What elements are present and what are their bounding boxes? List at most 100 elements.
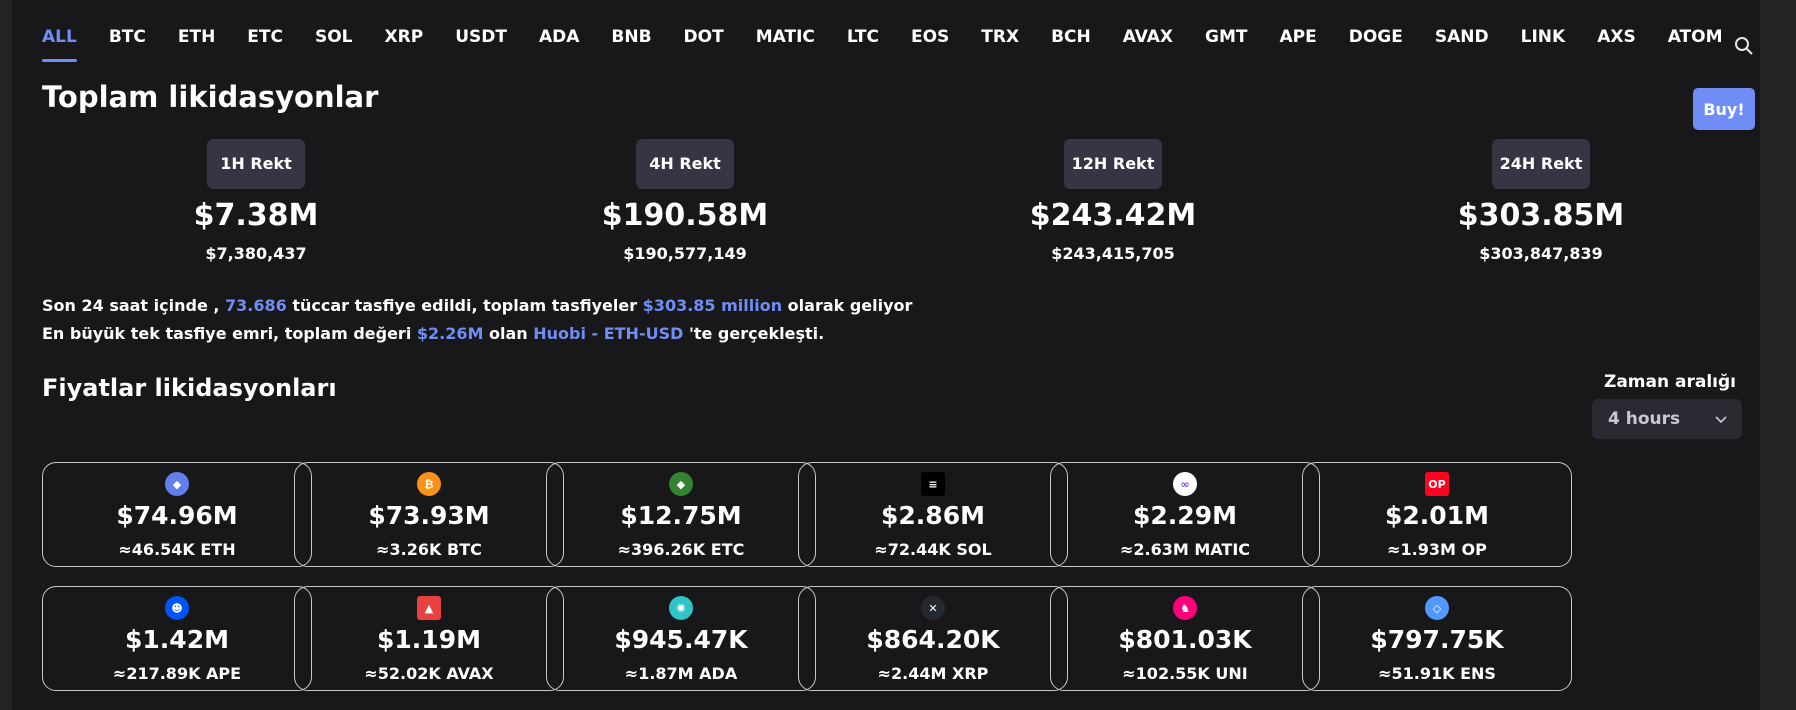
tab-btc[interactable]: BTC	[108, 27, 146, 47]
coin-amount: ≈2.44M XRP	[877, 664, 989, 683]
largest-order-exchange[interactable]: Huobi - ETH-USD	[533, 324, 684, 343]
etc-icon: ◆	[669, 472, 693, 496]
tab-bnb[interactable]: BNB	[611, 27, 652, 47]
rekt-12h-badge[interactable]: 12H Rekt	[1064, 139, 1162, 189]
coin-usd-value: $797.75K	[1370, 625, 1504, 654]
rekt-4h-exact: $190,577,149	[623, 244, 747, 263]
tab-bch[interactable]: BCH	[1051, 27, 1091, 47]
rekt-1h: 1H Rekt $7.38M $7,380,437	[126, 139, 386, 263]
coin-usd-value: $2.86M	[881, 501, 985, 530]
ada-icon: ✺	[669, 596, 693, 620]
rekt-1h-badge[interactable]: 1H Rekt	[207, 139, 305, 189]
coin-usd-value: $864.20K	[866, 625, 1000, 654]
search-icon[interactable]	[1734, 36, 1754, 56]
summary-text: tüccar tasfiye edildi, toplam tasfiyeler	[286, 296, 643, 315]
tab-etc[interactable]: ETC	[247, 27, 283, 47]
coin-card[interactable]: ▲ $1.19M ≈52.02K AVAX	[294, 586, 564, 691]
ape-icon: ☻	[165, 596, 189, 620]
summary-text: Son 24 saat içinde ,	[42, 296, 226, 315]
tab-eos[interactable]: EOS	[910, 27, 950, 47]
coin-amount: ≈217.89K APE	[112, 664, 242, 683]
coin-card[interactable]: ✕ $864.20K ≈2.44M XRP	[798, 586, 1068, 691]
tab-dot[interactable]: DOT	[683, 27, 724, 47]
coin-amount: ≈46.54K ETH	[118, 540, 236, 559]
tab-trx[interactable]: TRX	[981, 27, 1020, 47]
uni-icon: ♞	[1173, 596, 1197, 620]
coin-card[interactable]: ∞ $2.29M ≈2.63M MATIC	[1050, 462, 1320, 567]
coin-card[interactable]: ☻ $1.42M ≈217.89K APE	[42, 586, 312, 691]
coin-card[interactable]: ₿ $73.93M ≈3.26K BTC	[294, 462, 564, 567]
coin-tabs: ALL BTC ETH ETC SOL XRP USDT ADA BNB DOT MATIC LTC E…	[42, 26, 1722, 62]
buy-button[interactable]: Buy!	[1693, 88, 1755, 130]
coin-usd-value: $74.96M	[116, 501, 238, 530]
coin-card[interactable]: ♞ $801.03K ≈102.55K UNI	[1050, 586, 1320, 691]
time-range-value: 4 hours	[1608, 409, 1681, 429]
tab-ape[interactable]: APE	[1279, 27, 1317, 47]
rekt-24h-badge[interactable]: 24H Rekt	[1492, 139, 1590, 189]
rekt-12h-value: $243.42M	[1029, 198, 1197, 233]
coin-amount: ≈72.44K SOL	[874, 540, 992, 559]
rekt-24h-exact: $303,847,839	[1479, 244, 1603, 263]
xrp-icon: ✕	[921, 596, 945, 620]
total-liquidation: $303.85 million	[642, 296, 783, 315]
coin-usd-value: $1.42M	[125, 625, 229, 654]
tab-doge[interactable]: DOGE	[1348, 27, 1403, 47]
summary-line-2: En büyük tek tasfiye emri, toplam değeri…	[42, 320, 912, 348]
main-panel: ALL BTC ETH ETC SOL XRP USDT ADA BNB DOT MATIC LTC E…	[12, 0, 1760, 710]
tab-all[interactable]: ALL	[42, 26, 77, 62]
summary-line-1: Son 24 saat içinde , 73.686 tüccar tasfi…	[42, 292, 912, 320]
tab-atom[interactable]: ATOM	[1667, 27, 1722, 47]
liquidation-summary: Son 24 saat içinde , 73.686 tüccar tasfi…	[42, 292, 912, 348]
tab-axs[interactable]: AXS	[1597, 27, 1636, 47]
tab-xrp[interactable]: XRP	[384, 27, 424, 47]
coin-card[interactable]: ≡ $2.86M ≈72.44K SOL	[798, 462, 1068, 567]
rekt-1h-value: $7.38M	[193, 198, 319, 233]
tab-sol[interactable]: SOL	[314, 27, 353, 47]
avax-icon: ▲	[417, 596, 441, 620]
largest-order-value: $2.26M	[416, 324, 484, 343]
rekt-4h: 4H Rekt $190.58M $190,577,149	[555, 139, 815, 263]
tab-sand[interactable]: SAND	[1434, 27, 1489, 47]
coin-amount: ≈51.91K ENS	[1378, 664, 1496, 683]
tab-matic[interactable]: MATIC	[755, 27, 815, 47]
tab-gmt[interactable]: GMT	[1205, 27, 1248, 47]
trader-count: 73.686	[225, 296, 287, 315]
tab-eth[interactable]: ETH	[177, 27, 216, 47]
scroll-gutter	[1760, 0, 1796, 710]
tab-ltc[interactable]: LTC	[846, 27, 879, 47]
coin-amount: ≈102.55K UNI	[1122, 664, 1248, 683]
summary-text: olan	[483, 324, 534, 343]
tab-link[interactable]: LINK	[1520, 27, 1566, 47]
rekt-12h: 12H Rekt $243.42M $243,415,705	[983, 139, 1243, 263]
tab-avax[interactable]: AVAX	[1122, 27, 1174, 47]
tab-ada[interactable]: ADA	[538, 27, 580, 47]
section-title: Fiyatlar likidasyonları	[42, 374, 337, 402]
coin-amount: ≈2.63M MATIC	[1119, 540, 1251, 559]
eth-icon: ◆	[165, 472, 189, 496]
coin-card[interactable]: ◆ $12.75M ≈396.26K ETC	[546, 462, 816, 567]
coin-card[interactable]: ◇ $797.75K ≈51.91K ENS	[1302, 586, 1572, 691]
coin-usd-value: $2.01M	[1385, 501, 1489, 530]
summary-text: En büyük tek tasfiye emri, toplam değeri	[42, 324, 417, 343]
coin-card[interactable]: ✺ $945.47K ≈1.87M ADA	[546, 586, 816, 691]
coin-usd-value: $12.75M	[620, 501, 742, 530]
matic-icon: ∞	[1173, 472, 1197, 496]
coin-card[interactable]: ◆ $74.96M ≈46.54K ETH	[42, 462, 312, 567]
tab-usdt[interactable]: USDT	[455, 27, 507, 47]
coin-amount: ≈396.26K ETC	[617, 540, 745, 559]
rekt-24h-value: $303.85M	[1457, 198, 1625, 233]
btc-icon: ₿	[417, 472, 441, 496]
rekt-24h: 24H Rekt $303.85M $303,847,839	[1411, 139, 1671, 263]
coin-amount: ≈3.26K BTC	[376, 540, 482, 559]
coin-card[interactable]: OP $2.01M ≈1.93M OP	[1302, 462, 1572, 567]
coin-amount: ≈1.93M OP	[1387, 540, 1487, 559]
page-title: Toplam likidasyonlar	[42, 80, 379, 114]
rekt-4h-value: $190.58M	[601, 198, 769, 233]
time-range-select[interactable]: 4 hours	[1592, 399, 1742, 439]
sol-icon: ≡	[921, 472, 945, 496]
time-range-label: Zaman aralığı	[1604, 372, 1736, 392]
op-icon: OP	[1425, 472, 1449, 496]
rekt-12h-exact: $243,415,705	[1051, 244, 1175, 263]
rekt-4h-badge[interactable]: 4H Rekt	[636, 139, 734, 189]
coin-usd-value: $945.47K	[614, 625, 748, 654]
